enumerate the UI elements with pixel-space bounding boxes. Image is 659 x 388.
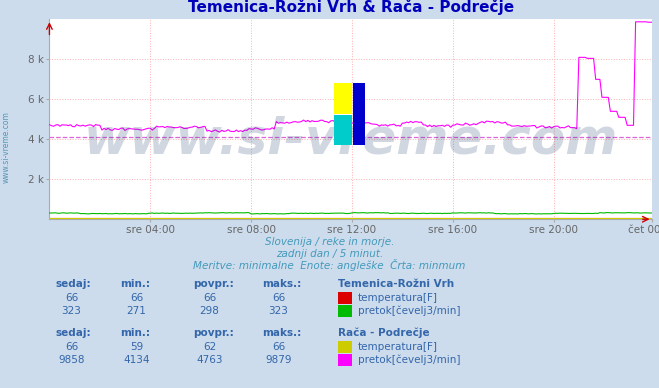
Text: 4763: 4763 [196, 355, 223, 365]
Text: sedaj:: sedaj: [55, 328, 91, 338]
Bar [334, 83, 352, 114]
Text: min.:: min.: [120, 328, 150, 338]
Text: maks.:: maks.: [262, 328, 301, 338]
Text: 66: 66 [272, 293, 285, 303]
Text: Slovenija / reke in morje.: Slovenija / reke in morje. [265, 237, 394, 247]
Text: 323: 323 [61, 306, 82, 316]
Text: www.si-vreme.com: www.si-vreme.com [84, 115, 618, 163]
Text: 271: 271 [127, 306, 146, 316]
Bar [334, 114, 352, 146]
Text: temperatura[F]: temperatura[F] [358, 293, 438, 303]
Text: povpr.:: povpr.: [193, 328, 234, 338]
Text: 298: 298 [200, 306, 219, 316]
Text: 66: 66 [203, 293, 216, 303]
Text: 66: 66 [65, 293, 78, 303]
Text: 66: 66 [272, 342, 285, 352]
Text: 323: 323 [268, 306, 289, 316]
Text: 59: 59 [130, 342, 143, 352]
Text: Rača - Podrečje: Rača - Podrečje [338, 328, 430, 338]
Text: 9879: 9879 [265, 355, 292, 365]
Bar [353, 83, 365, 146]
Text: maks.:: maks.: [262, 279, 301, 289]
Text: 62: 62 [203, 342, 216, 352]
Text: Meritve: minimalne  Enote: angleške  Črta: minmum: Meritve: minimalne Enote: angleške Črta:… [193, 259, 466, 271]
Text: min.:: min.: [120, 279, 150, 289]
Text: 66: 66 [65, 342, 78, 352]
Text: pretok[čevelj3/min]: pretok[čevelj3/min] [358, 306, 460, 316]
Text: www.si-vreme.com: www.si-vreme.com [2, 111, 11, 184]
Title: Temenica-Rožni Vrh & Rača - Podrečje: Temenica-Rožni Vrh & Rača - Podrečje [188, 0, 514, 16]
Text: sedaj:: sedaj: [55, 279, 91, 289]
Text: pretok[čevelj3/min]: pretok[čevelj3/min] [358, 355, 460, 365]
Text: 4134: 4134 [123, 355, 150, 365]
Text: temperatura[F]: temperatura[F] [358, 342, 438, 352]
Text: 66: 66 [130, 293, 143, 303]
Text: Temenica-Rožni Vrh: Temenica-Rožni Vrh [338, 279, 454, 289]
Text: povpr.:: povpr.: [193, 279, 234, 289]
Text: 9858: 9858 [58, 355, 85, 365]
Text: zadnji dan / 5 minut.: zadnji dan / 5 minut. [276, 249, 383, 259]
